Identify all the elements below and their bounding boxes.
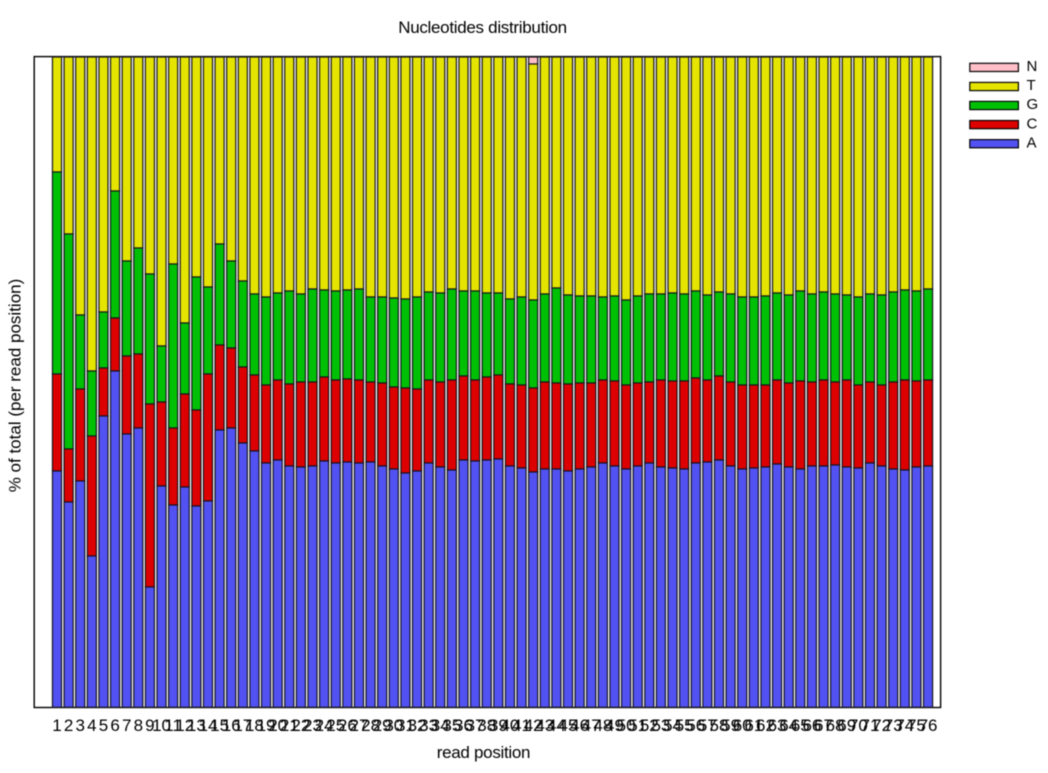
svg-text:39: 39 bbox=[489, 716, 508, 735]
svg-text:53: 53 bbox=[651, 716, 670, 735]
svg-text:76: 76 bbox=[919, 716, 938, 735]
svg-text:6: 6 bbox=[110, 716, 119, 735]
svg-text:37: 37 bbox=[466, 716, 485, 735]
svg-text:34: 34 bbox=[431, 716, 450, 735]
svg-text:52: 52 bbox=[640, 716, 659, 735]
svg-text:45: 45 bbox=[559, 716, 578, 735]
svg-text:62: 62 bbox=[756, 716, 775, 735]
svg-text:74: 74 bbox=[895, 716, 914, 735]
svg-text:2: 2 bbox=[64, 716, 73, 735]
svg-text:58: 58 bbox=[710, 716, 729, 735]
svg-text:31: 31 bbox=[396, 716, 415, 735]
svg-text:35: 35 bbox=[442, 716, 461, 735]
svg-text:29: 29 bbox=[373, 716, 392, 735]
svg-text:25: 25 bbox=[326, 716, 345, 735]
svg-text:68: 68 bbox=[826, 716, 845, 735]
svg-text:63: 63 bbox=[768, 716, 787, 735]
svg-text:19: 19 bbox=[257, 716, 276, 735]
svg-text:16: 16 bbox=[222, 716, 241, 735]
svg-text:54: 54 bbox=[663, 716, 682, 735]
svg-text:G: G bbox=[1027, 96, 1039, 113]
svg-text:73: 73 bbox=[884, 716, 903, 735]
svg-text:read position: read position bbox=[437, 743, 530, 762]
svg-text:3: 3 bbox=[75, 716, 84, 735]
svg-text:65: 65 bbox=[791, 716, 810, 735]
svg-text:C: C bbox=[1027, 115, 1038, 132]
svg-text:38: 38 bbox=[477, 716, 496, 735]
svg-text:10: 10 bbox=[152, 716, 171, 735]
svg-text:12: 12 bbox=[175, 716, 194, 735]
svg-text:46: 46 bbox=[570, 716, 589, 735]
svg-text:17: 17 bbox=[233, 716, 252, 735]
svg-text:48: 48 bbox=[593, 716, 612, 735]
svg-text:56: 56 bbox=[686, 716, 705, 735]
svg-text:27: 27 bbox=[349, 716, 368, 735]
svg-text:64: 64 bbox=[779, 716, 798, 735]
svg-text:13: 13 bbox=[187, 716, 206, 735]
svg-text:70: 70 bbox=[849, 716, 868, 735]
svg-text:51: 51 bbox=[628, 716, 647, 735]
svg-text:T: T bbox=[1027, 77, 1036, 94]
svg-text:47: 47 bbox=[582, 716, 601, 735]
svg-text:% of total (per read position): % of total (per read position) bbox=[6, 279, 25, 493]
svg-text:26: 26 bbox=[338, 716, 357, 735]
svg-text:60: 60 bbox=[733, 716, 752, 735]
svg-text:8: 8 bbox=[134, 716, 143, 735]
svg-text:57: 57 bbox=[698, 716, 717, 735]
svg-text:15: 15 bbox=[210, 716, 229, 735]
svg-text:61: 61 bbox=[744, 716, 763, 735]
svg-text:36: 36 bbox=[454, 716, 473, 735]
svg-text:22: 22 bbox=[291, 716, 310, 735]
svg-text:41: 41 bbox=[512, 716, 531, 735]
svg-text:32: 32 bbox=[408, 716, 427, 735]
svg-text:14: 14 bbox=[199, 716, 218, 735]
svg-text:N: N bbox=[1027, 58, 1038, 75]
svg-text:7: 7 bbox=[122, 716, 131, 735]
svg-text:40: 40 bbox=[500, 716, 519, 735]
svg-text:69: 69 bbox=[837, 716, 856, 735]
svg-text:75: 75 bbox=[907, 716, 926, 735]
svg-text:42: 42 bbox=[524, 716, 543, 735]
svg-text:11: 11 bbox=[164, 716, 182, 735]
svg-text:18: 18 bbox=[245, 716, 264, 735]
svg-text:1: 1 bbox=[52, 716, 61, 735]
svg-text:28: 28 bbox=[361, 716, 380, 735]
svg-text:23: 23 bbox=[303, 716, 322, 735]
svg-text:A: A bbox=[1027, 134, 1037, 151]
svg-text:20: 20 bbox=[268, 716, 287, 735]
svg-text:21: 21 bbox=[280, 716, 299, 735]
svg-text:50: 50 bbox=[617, 716, 636, 735]
svg-text:66: 66 bbox=[802, 716, 821, 735]
svg-text:49: 49 bbox=[605, 716, 624, 735]
svg-text:24: 24 bbox=[315, 716, 334, 735]
svg-text:4: 4 bbox=[87, 716, 96, 735]
svg-text:33: 33 bbox=[419, 716, 438, 735]
svg-text:9: 9 bbox=[145, 716, 154, 735]
svg-text:67: 67 bbox=[814, 716, 833, 735]
svg-text:5: 5 bbox=[99, 716, 108, 735]
svg-text:43: 43 bbox=[535, 716, 554, 735]
svg-text:44: 44 bbox=[547, 716, 566, 735]
svg-text:72: 72 bbox=[872, 716, 891, 735]
svg-text:30: 30 bbox=[384, 716, 403, 735]
svg-text:Nucleotides distribution: Nucleotides distribution bbox=[398, 18, 567, 37]
svg-text:59: 59 bbox=[721, 716, 740, 735]
svg-text:55: 55 bbox=[675, 716, 694, 735]
svg-text:71: 71 bbox=[861, 716, 880, 735]
